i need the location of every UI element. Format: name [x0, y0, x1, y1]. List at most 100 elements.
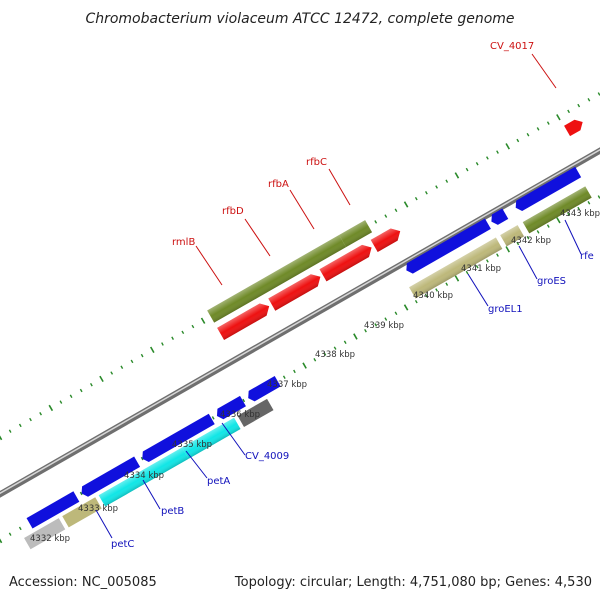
- tick-mark: [18, 423, 22, 428]
- tick-mark: [556, 114, 561, 121]
- tick-mark: [161, 342, 164, 346]
- gene-features: [24, 117, 592, 550]
- kbp-label: 4334 kbp: [124, 471, 164, 481]
- tick-mark: [374, 220, 378, 224]
- tick-mark: [556, 217, 561, 224]
- tick-mark: [343, 340, 347, 345]
- tick-mark: [567, 212, 571, 217]
- tick-mark: [485, 156, 489, 160]
- tick-mark: [577, 103, 581, 108]
- tick-mark: [424, 191, 428, 195]
- tick-mark: [435, 185, 439, 189]
- tick-mark: [0, 435, 3, 441]
- tick-mark: [516, 138, 520, 143]
- gene-CV_4017-feature[interactable]: [564, 117, 586, 137]
- gene-rfe-feature[interactable]: [522, 186, 592, 234]
- gene-tan-feature[interactable]: [62, 497, 102, 528]
- tick-mark: [475, 162, 479, 166]
- kbp-label: 4335 kbp: [172, 440, 212, 450]
- tick-mark: [313, 358, 317, 362]
- gene-rfbA-feature[interactable]: [268, 271, 324, 311]
- kbp-label: 4332 kbp: [30, 534, 70, 544]
- gene-blue-3-feature[interactable]: [513, 166, 582, 213]
- tick-mark: [496, 253, 499, 257]
- gene-silver-feature[interactable]: [24, 518, 66, 550]
- kbp-label: 4341 kbp: [461, 264, 501, 274]
- tick-mark: [475, 265, 479, 269]
- tick-mark: [384, 317, 388, 321]
- gene-petC-feature[interactable]: [26, 491, 80, 529]
- tick-mark: [526, 235, 530, 240]
- tick-mark: [140, 353, 144, 358]
- tick-mark: [435, 288, 439, 292]
- gene-label-petC[interactable]: petC: [111, 539, 134, 550]
- tick-mark: [79, 388, 83, 393]
- gene-petB-feature[interactable]: [79, 456, 141, 499]
- kbp-label: 4337 kbp: [267, 380, 307, 390]
- tick-mark: [496, 150, 499, 154]
- gene-CV_4009-feature[interactable]: [245, 376, 281, 403]
- kbp-label: 4342 kbp: [511, 236, 551, 246]
- tick-mark: [424, 294, 428, 298]
- gene-rfbX-feature[interactable]: [370, 225, 404, 253]
- gene-rfbD-feature[interactable]: [217, 300, 273, 341]
- tick-mark: [454, 275, 460, 282]
- gene-label-rfbC[interactable]: rfbC: [306, 157, 327, 168]
- gene-gray-feature[interactable]: [237, 398, 274, 428]
- gene-label-groEL1[interactable]: groEL1: [488, 304, 523, 315]
- tick-mark: [333, 346, 337, 350]
- tick-mark: [454, 172, 460, 179]
- gene-petB2-feature[interactable]: [214, 395, 246, 421]
- tick-mark: [120, 365, 124, 369]
- kbp-label: 4343 kbp: [560, 209, 600, 219]
- tick-mark: [394, 311, 398, 316]
- gene-blue-2-feature[interactable]: [488, 208, 509, 227]
- gene-label-petA[interactable]: petA: [207, 476, 230, 487]
- gene-rfbC-red-feature[interactable]: [319, 241, 376, 282]
- gene-label-CV_4017[interactable]: CV_4017: [490, 41, 534, 52]
- gene-cyan-feature[interactable]: [98, 447, 189, 507]
- gene-rmlB-feature[interactable]: [207, 234, 347, 323]
- tick-mark: [445, 282, 449, 286]
- gene-labels: rmlB rfbD rfbA rfbC CV_4017 petC petB pe…: [111, 41, 594, 550]
- tick-mark: [18, 526, 22, 531]
- tick-mark: [516, 241, 520, 246]
- tick-mark: [150, 346, 155, 353]
- gene-groEL1-feature[interactable]: [409, 237, 503, 299]
- gene-groES-feature[interactable]: [500, 225, 525, 247]
- gene-label-rmlB[interactable]: rmlB: [172, 237, 195, 248]
- gene-label-rfe[interactable]: rfe: [580, 251, 594, 262]
- accession-text: Accession: NC_005085: [9, 575, 157, 590]
- gene-rfbC-feature[interactable]: [339, 220, 373, 248]
- topology-text: Topology: circular; Length: 4,751,080 bp…: [234, 575, 592, 590]
- gene-label-petB[interactable]: petB: [161, 506, 184, 517]
- tick-mark: [394, 208, 398, 213]
- tick-mark: [384, 214, 388, 218]
- tick-mark: [191, 324, 195, 329]
- gene-leader-lines: [95, 53, 582, 539]
- tick-mark: [364, 328, 367, 333]
- gene-label-CV_4009[interactable]: CV_4009: [245, 451, 289, 462]
- gene-petA-feature[interactable]: [139, 413, 215, 464]
- tick-mark: [8, 532, 12, 536]
- tick-mark: [414, 196, 418, 201]
- tick-mark: [374, 323, 378, 327]
- tick-mark: [140, 456, 144, 461]
- tick-mark: [567, 109, 571, 114]
- tick-mark: [536, 230, 540, 234]
- kbp-label: 4340 kbp: [413, 291, 453, 301]
- tick-mark: [536, 127, 540, 131]
- gene-label-rfbD[interactable]: rfbD: [222, 206, 244, 217]
- gene-label-groES[interactable]: groES: [537, 276, 566, 287]
- tick-mark: [485, 259, 489, 263]
- tick-mark: [465, 167, 469, 172]
- gene-blue-1-feature[interactable]: [403, 218, 491, 275]
- tick-mark: [465, 270, 469, 275]
- tick-mark: [8, 429, 12, 433]
- tick-mark: [445, 179, 449, 183]
- kbp-label: 4339 kbp: [364, 321, 404, 331]
- genome-backbone: [0, 147, 600, 498]
- tick-mark: [69, 394, 73, 399]
- gene-label-rfbA[interactable]: rfbA: [268, 179, 289, 190]
- tick-mark: [587, 201, 591, 205]
